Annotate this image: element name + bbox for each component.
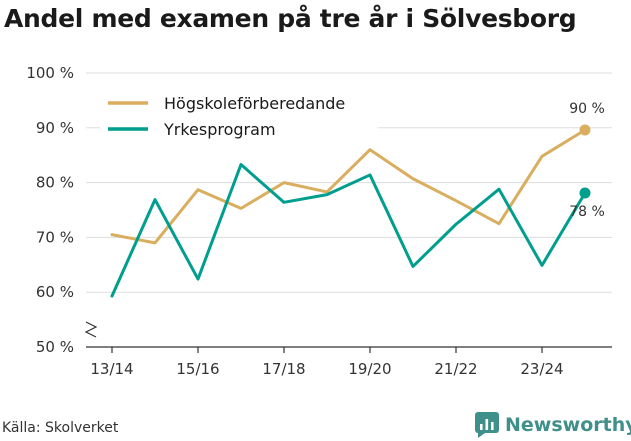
series-end-point [579,124,591,136]
brand: Newsworthy [475,409,631,441]
x-tick-label: 19/20 [348,360,391,378]
series-line [110,163,587,298]
y-tick-label: 70 % [36,228,74,246]
x-tick-label: 21/22 [434,360,477,378]
legend-label: Yrkesprogram [163,120,276,139]
series-end-label: 90 % [569,101,605,117]
series-end-point [579,187,591,199]
x-tick-label: 23/24 [520,360,563,378]
y-tick-label: 100 % [26,64,74,82]
newsworthy-logo-icon [475,412,499,438]
source-note: Källa: Skolverket [2,420,119,436]
legend-background [100,86,378,142]
y-tick-label: 50 % [36,338,74,356]
series-end-label: 78 % [569,204,605,220]
y-tick-label: 80 % [36,174,74,192]
x-tick-label: 15/16 [176,360,219,378]
series-line [110,128,587,245]
brand-name: Newsworthy [505,414,631,436]
y-tick-label: 60 % [36,283,74,301]
chart-title: Andel med examen på tre år i Sölvesborg [4,4,577,33]
legend-label: Högskoleförberedande [164,94,345,113]
y-tick-label: 90 % [36,119,74,137]
axis-break-icon [84,321,98,338]
x-tick-label: 17/18 [262,360,305,378]
x-tick-label: 13/14 [90,360,133,378]
